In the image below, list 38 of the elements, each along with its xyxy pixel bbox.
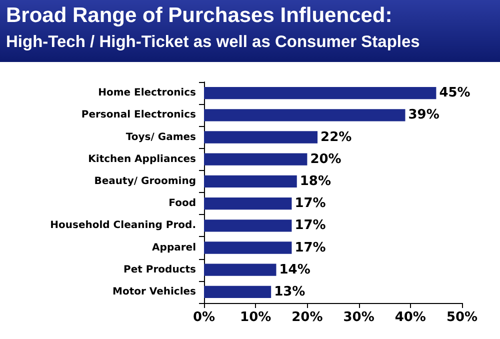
x-tick-label: 0% (192, 310, 216, 325)
data-label: 45% (439, 86, 470, 101)
data-label: 20% (310, 152, 342, 167)
data-label: 17% (294, 196, 326, 212)
chart-subtitle: High-Tech / High-Ticket as well as Consumer Staples (6, 33, 420, 52)
y-tick-label: Motor Vehicles (112, 286, 196, 298)
data-label: 14% (279, 262, 310, 278)
y-tick-label: Personal Electronics (81, 110, 196, 121)
y-tick-label: Kitchen Appliances (88, 154, 196, 165)
y-tick-label: Food (168, 198, 196, 210)
y-tick-label: Pet Products (124, 264, 196, 276)
bar (204, 131, 318, 144)
chart-title: Broad Range of Purchases Influenced: (6, 4, 392, 28)
data-label: 18% (300, 174, 332, 189)
y-tick-label: Beauty/ Grooming (94, 176, 196, 187)
data-label: 17% (294, 218, 326, 234)
y-tick-label: Apparel (152, 242, 196, 254)
bar (204, 242, 292, 254)
bar (204, 286, 272, 298)
x-tick-label: 20% (292, 310, 323, 325)
bar (204, 197, 292, 210)
y-tick-label: Toys/ Games (126, 132, 196, 143)
bar (204, 86, 436, 100)
bar (204, 264, 276, 276)
x-tick-label: 40% (394, 310, 426, 325)
data-label: 39% (408, 108, 440, 123)
bar (204, 220, 292, 232)
x-tick-label: 50% (446, 310, 478, 325)
data-label: 13% (274, 284, 306, 300)
bar (204, 153, 308, 166)
data-label: 17% (294, 240, 326, 256)
x-tick-label: 10% (240, 310, 272, 325)
data-label: 22% (320, 130, 352, 145)
bar (204, 175, 297, 188)
y-tick-label: Home Electronics (98, 88, 196, 99)
y-tick-label: Household Cleaning Prod. (50, 220, 196, 232)
bar (204, 109, 406, 122)
x-tick-label: 30% (343, 310, 374, 325)
